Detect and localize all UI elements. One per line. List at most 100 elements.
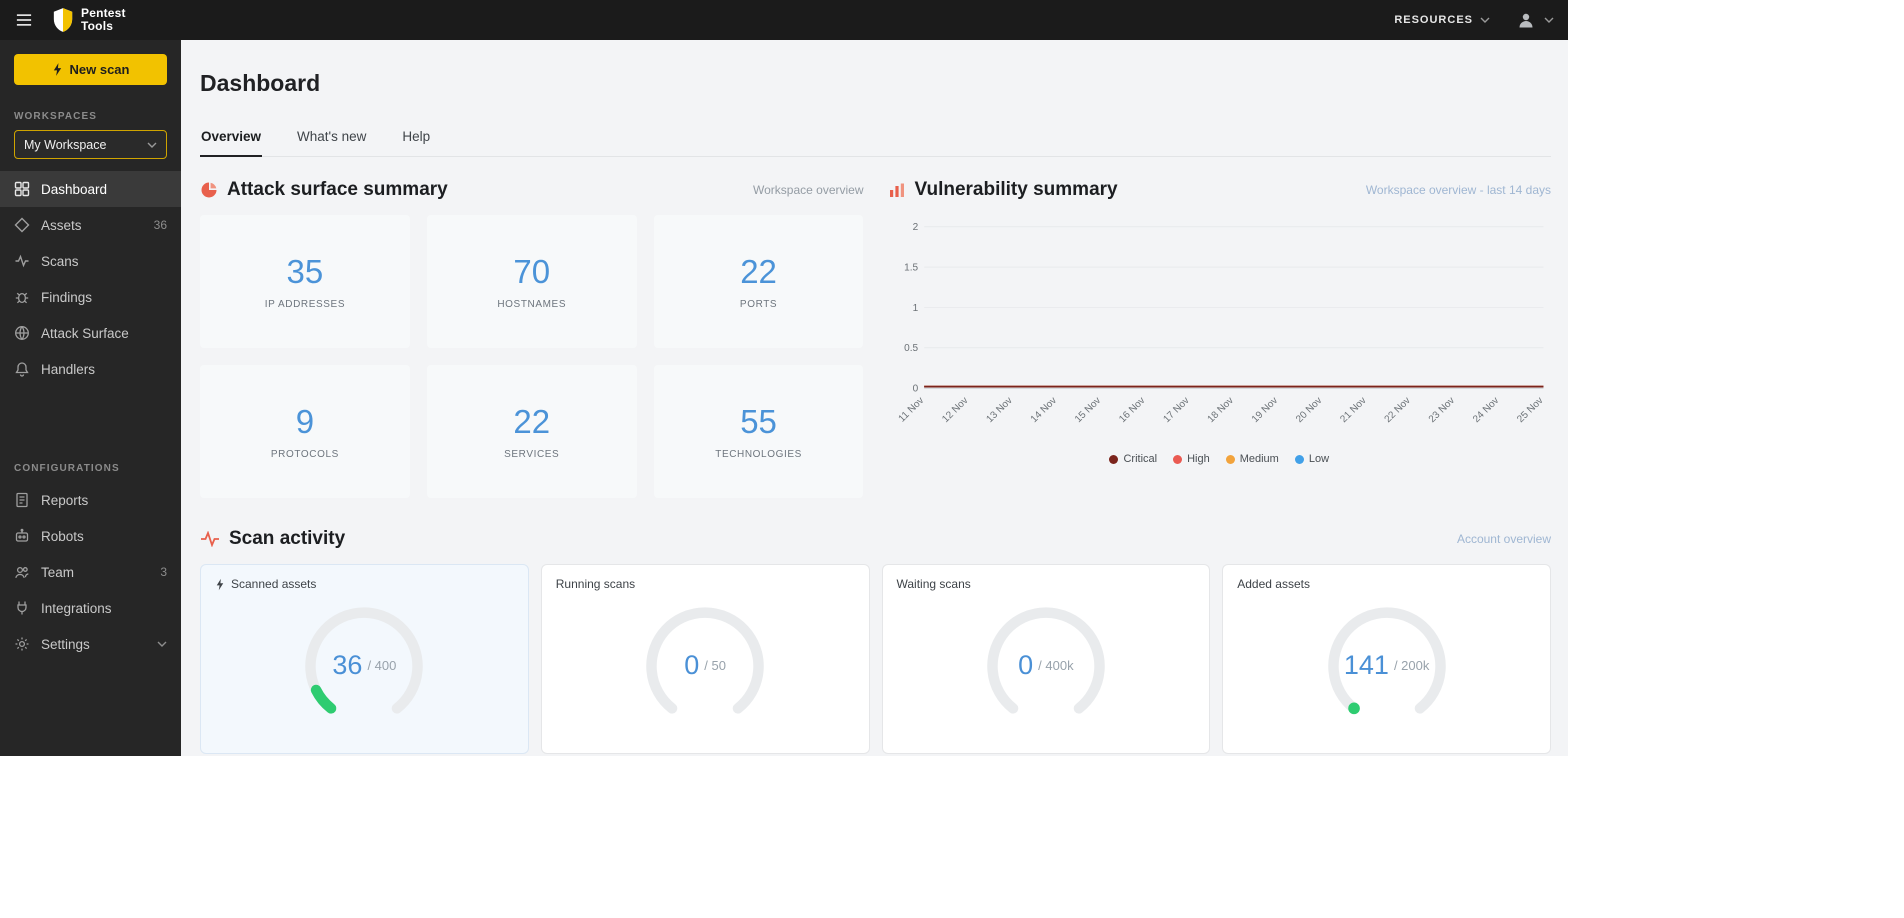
svg-text:17 Nov: 17 Nov [1161, 395, 1191, 425]
svg-text:25 Nov: 25 Nov [1515, 395, 1545, 425]
stat-card[interactable]: 70 HOSTNAMES [426, 215, 637, 348]
scan-card-scanned-assets[interactable]: Scanned assets 36 / 400 [200, 564, 529, 754]
robot-icon [14, 528, 30, 544]
gauge-max: / 400k [1038, 657, 1074, 673]
sidebar-item-label: Robots [41, 528, 84, 544]
workspace-selector[interactable]: My Workspace [14, 130, 167, 159]
sidebar-spacer [0, 387, 181, 443]
gauge-running-scans: 0 / 50 [635, 601, 775, 729]
sidebar-item-dashboard[interactable]: Dashboard [0, 171, 181, 207]
scan-activity-cards: Scanned assets 36 / 400 [200, 564, 1551, 754]
svg-text:12 Nov: 12 Nov [940, 395, 970, 425]
sidebar-item-attack-surface[interactable]: Attack Surface [0, 315, 181, 351]
assets-count-badge: 36 [153, 218, 167, 232]
user-avatar-icon [1519, 13, 1533, 28]
tab-help[interactable]: Help [402, 129, 431, 144]
svg-text:24 Nov: 24 Nov [1470, 395, 1500, 425]
chevron-down-icon [1544, 17, 1554, 23]
sidebar-item-handlers[interactable]: Handlers [0, 351, 181, 387]
hamburger-menu-button[interactable] [10, 6, 38, 34]
team-icon [14, 564, 30, 580]
sidebar: New scan WORKSPACES My Workspace Dashboa… [0, 40, 181, 756]
topbar: Pentest Tools RESOURCES [0, 0, 1568, 40]
stat-label: PORTS [739, 299, 778, 310]
stat-value: 70 [513, 253, 551, 290]
workspace-name: My Workspace [24, 137, 107, 152]
section-title: Scan activity [229, 528, 346, 549]
gauge-max: / 200k [1393, 657, 1430, 673]
sidebar-item-label: Dashboard [41, 181, 108, 197]
activity-pulse-icon [201, 531, 219, 547]
sidebar-item-label: Attack Surface [41, 325, 129, 341]
chevron-down-icon [147, 142, 157, 148]
scan-card-title: Added assets [1237, 577, 1310, 591]
scan-card-waiting-scans[interactable]: Waiting scans 0 / 400k [881, 564, 1211, 754]
sidebar-item-scans[interactable]: Scans [0, 243, 181, 279]
scan-card-running-scans[interactable]: Running scans 0 / 50 [540, 564, 870, 754]
globe-icon [14, 325, 30, 341]
gear-icon [14, 636, 30, 652]
gauge-value: 36 [332, 649, 363, 680]
brand-name: Pentest Tools [81, 5, 126, 33]
stat-card[interactable]: 22 SERVICES [426, 365, 637, 498]
sidebar-config-nav: Reports Robots Team 3 Integrations [0, 482, 181, 662]
legend-dot-high [1173, 454, 1183, 464]
plug-icon [14, 600, 30, 616]
svg-text:23 Nov: 23 Nov [1426, 395, 1456, 425]
stat-value: 55 [740, 403, 777, 440]
sidebar-item-settings[interactable]: Settings [0, 626, 181, 662]
legend-label: Critical [1123, 453, 1158, 465]
vulnerability-chart: 2 1.5 1 0.5 0 11 Nov 12 Nov 13 Nov 14 Nov 15 Nov 1… [888, 215, 1552, 465]
sidebar-item-assets[interactable]: Assets 36 [0, 207, 181, 243]
svg-text:16 Nov: 16 Nov [1117, 395, 1147, 425]
scan-card-added-assets[interactable]: Added assets 141 / 200k [1222, 564, 1551, 754]
workspace-overview-link[interactable]: Workspace overview [753, 183, 864, 197]
gauge-value: 0 [1018, 649, 1034, 680]
configurations-heading: CONFIGURATIONS [14, 463, 120, 474]
gauge-value: 0 [684, 649, 700, 680]
user-menu[interactable] [1516, 10, 1554, 30]
assets-icon [14, 217, 30, 233]
legend-item-high[interactable]: High [1173, 453, 1210, 465]
new-scan-button[interactable]: New scan [14, 54, 167, 85]
svg-text:19 Nov: 19 Nov [1249, 395, 1279, 425]
new-scan-label: New scan [69, 62, 130, 77]
tab-whats-new[interactable]: What's new [297, 129, 367, 144]
sidebar-item-label: Assets [41, 217, 82, 233]
scan-card-title: Running scans [555, 577, 636, 591]
bell-icon [14, 361, 30, 377]
tab-overview[interactable]: Overview [200, 121, 263, 157]
vulnerability-overview-link[interactable]: Workspace overview - last 14 days [1365, 183, 1551, 197]
bar-chart-icon [889, 183, 904, 197]
legend-label: Medium [1239, 453, 1279, 465]
section-title: Attack surface summary [227, 179, 448, 200]
resources-menu[interactable]: RESOURCES [1394, 14, 1490, 26]
document-icon [14, 492, 30, 508]
legend-item-critical[interactable]: Critical [1109, 453, 1157, 465]
brand-logo[interactable]: Pentest Tools [52, 5, 126, 33]
stat-card[interactable]: 9 PROTOCOLS [200, 365, 410, 498]
vulnerability-summary-section: Vulnerability summary Workspace overview… [888, 179, 1552, 498]
chevron-down-icon [1480, 17, 1490, 23]
legend-item-low[interactable]: Low [1294, 453, 1329, 465]
stat-label: TECHNOLOGIES [715, 449, 802, 460]
sidebar-item-robots[interactable]: Robots [0, 518, 181, 554]
stat-card[interactable]: 55 TECHNOLOGIES [653, 365, 864, 498]
account-overview-link[interactable]: Account overview [1456, 532, 1551, 546]
legend-label: High [1187, 453, 1210, 465]
stat-card[interactable]: 22 PORTS [653, 215, 864, 348]
sidebar-item-team[interactable]: Team 3 [0, 554, 181, 590]
svg-text:20 Nov: 20 Nov [1294, 395, 1324, 425]
main-content: Dashboard Overview What's new Help [181, 40, 1568, 756]
sidebar-item-reports[interactable]: Reports [0, 482, 181, 518]
sidebar-item-integrations[interactable]: Integrations [0, 590, 181, 626]
sidebar-item-findings[interactable]: Findings [0, 279, 181, 315]
attack-surface-stats: 35 IP ADDRESSES 70 HOSTNAMES 22 PORTS [200, 215, 864, 498]
stat-value: 22 [740, 253, 777, 290]
legend-dot-medium [1225, 454, 1235, 464]
legend-dot-low [1294, 454, 1304, 464]
legend-item-medium[interactable]: Medium [1225, 453, 1279, 465]
stat-label: IP ADDRESSES [264, 299, 346, 310]
stat-card[interactable]: 35 IP ADDRESSES [200, 215, 410, 348]
sidebar-nav: Dashboard Assets 36 Scans Findings [0, 171, 181, 387]
